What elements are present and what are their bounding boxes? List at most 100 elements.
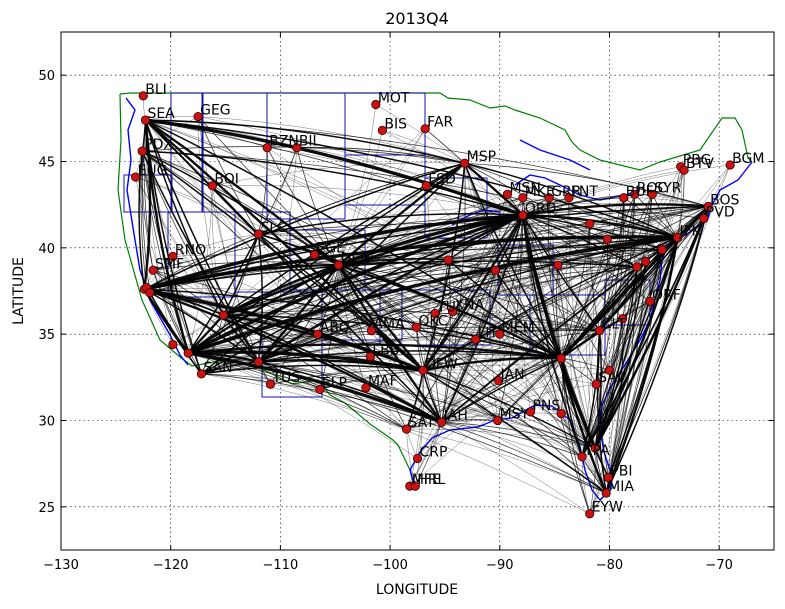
route-LAX-SAT	[188, 352, 407, 430]
x-tick-label: −80	[596, 558, 623, 573]
route-BZN-SLC	[258, 147, 268, 235]
route-SAV-PHL	[596, 249, 663, 385]
route-LAS-SAN	[201, 315, 224, 375]
route-TPA-PHL	[581, 249, 663, 457]
airport-marker-BZN	[262, 143, 272, 153]
route-PDX-PHX	[141, 150, 260, 363]
route-CLE-IAD	[589, 223, 638, 267]
route-SEA-DEN	[144, 119, 340, 267]
route-MSP-ATL	[463, 162, 562, 359]
route-SEA-DFW	[144, 119, 424, 372]
y-tick-label: 50	[38, 69, 55, 84]
route-SEA-MSP	[145, 119, 465, 164]
route-LIT-MCO	[475, 339, 596, 449]
airport-label-RNO: RNO	[175, 242, 206, 258]
route-SAN-ORD	[201, 214, 524, 375]
route-LIT-IAD	[475, 266, 637, 340]
airport-marker-ATL	[556, 353, 566, 363]
route-SMF-PHX	[152, 269, 259, 363]
route-ORD-PVD	[522, 210, 704, 219]
route-BZN-DEN	[266, 147, 339, 266]
airport-marker-MSN	[502, 189, 513, 199]
y-axis-label: LATITUDE	[11, 257, 27, 325]
route-ATL-MIA	[560, 358, 608, 494]
route-MCI-ORD	[447, 214, 524, 261]
route-MCI-CLT	[448, 259, 600, 331]
route-SMF-IAH	[153, 270, 442, 423]
airport-marker-TUS	[265, 379, 276, 389]
airport-marker-MKE	[518, 193, 528, 203]
route-EUG-SLC	[135, 176, 259, 235]
route-DFW-SAV	[422, 369, 597, 385]
route-BIS-DEN	[338, 130, 383, 266]
route-TPA-JFK	[581, 237, 679, 458]
airport-marker-LAX	[183, 348, 193, 358]
route-MCI-ATL	[447, 259, 562, 359]
x-axis-label: LONGITUDE	[376, 582, 458, 598]
route-SAN-MCI	[201, 259, 449, 375]
route-CVG-BOS	[557, 206, 709, 266]
airport-marker-CHS	[604, 365, 615, 376]
route-PDX-SAN	[141, 151, 202, 375]
airport-marker-BOS	[703, 201, 713, 211]
route-IAD-BTV	[636, 170, 685, 267]
airport-label-MSP: MSP	[467, 149, 496, 165]
route-SAN-ABQ	[201, 333, 318, 375]
route-IAH-ATL	[441, 357, 562, 423]
route-MEM-IAD	[499, 266, 637, 335]
route-ORD-CLE	[522, 214, 590, 225]
route-IAH-ORF	[441, 301, 651, 423]
airport-label-SMF: SMF	[155, 256, 184, 272]
route-ELP-SAT	[319, 389, 407, 430]
route-BIS-MSP	[382, 130, 465, 164]
airport-label-CLT: CLT	[602, 317, 627, 333]
route-ORD-PBG	[522, 166, 681, 216]
airport-marker-SBA	[168, 339, 178, 350]
route-IAH-LIT	[441, 339, 476, 423]
route-AMA-DFW	[371, 330, 424, 371]
airport-label-LBB: LBB	[372, 343, 399, 359]
route-SAT-MCI	[406, 259, 449, 430]
route-OKC-IAD	[416, 266, 637, 328]
route-MCI-JFK	[448, 236, 678, 261]
airport-label-FAR: FAR	[427, 115, 453, 131]
route-CHS-PHL	[609, 249, 663, 371]
route-IAH-MIA	[441, 421, 607, 494]
route-TPA-EYW	[581, 456, 590, 514]
coastline	[125, 97, 753, 502]
route-EYW-IAD	[589, 266, 638, 514]
airport-marker-XNA	[448, 307, 458, 317]
airport-label-PBG: PBG	[683, 153, 712, 169]
route-BIL-MSP	[296, 147, 465, 164]
route-MAF-DFW	[365, 370, 424, 388]
route-PHX-ELP	[258, 361, 321, 390]
route-TUS-IAH	[270, 384, 442, 423]
airport-label-PVD: PVD	[706, 204, 735, 220]
route-OAK-LAS	[146, 287, 224, 316]
airport-marker-GEG	[193, 112, 203, 122]
route-MCI-TPA	[448, 259, 583, 457]
route-ORD-EYW	[522, 214, 591, 514]
route-MKE-TPA	[522, 197, 583, 457]
airport-label-EYW: EYW	[592, 500, 623, 516]
airport-marker-ORF	[645, 296, 655, 306]
route-SAT-MSY	[406, 420, 498, 430]
airport-label-ELP: ELP	[322, 375, 347, 391]
route-MIA-PHL	[605, 249, 663, 494]
route-CLE-ATL	[560, 223, 591, 359]
route-SMF-DEN	[153, 261, 339, 271]
route-DEN-OKC	[338, 264, 417, 328]
airport-label-EUG: EUG	[138, 163, 168, 179]
route-PHX-AMA	[258, 330, 372, 362]
route-PDX-LAS	[141, 150, 224, 316]
route-AMA-IAH	[371, 330, 442, 423]
route-JAN-IAD	[498, 266, 637, 381]
airport-marker-BGM	[725, 160, 735, 170]
route-PHX-MAF	[258, 361, 367, 388]
airport-marker-TLH	[556, 408, 566, 419]
airport-label-DFW: DFW	[425, 356, 458, 372]
route-IAH-MCI	[441, 259, 451, 423]
route-DEN-SAN	[200, 264, 339, 375]
route-MSY-MIA	[497, 420, 607, 494]
route-RNO-DEN	[172, 254, 339, 266]
